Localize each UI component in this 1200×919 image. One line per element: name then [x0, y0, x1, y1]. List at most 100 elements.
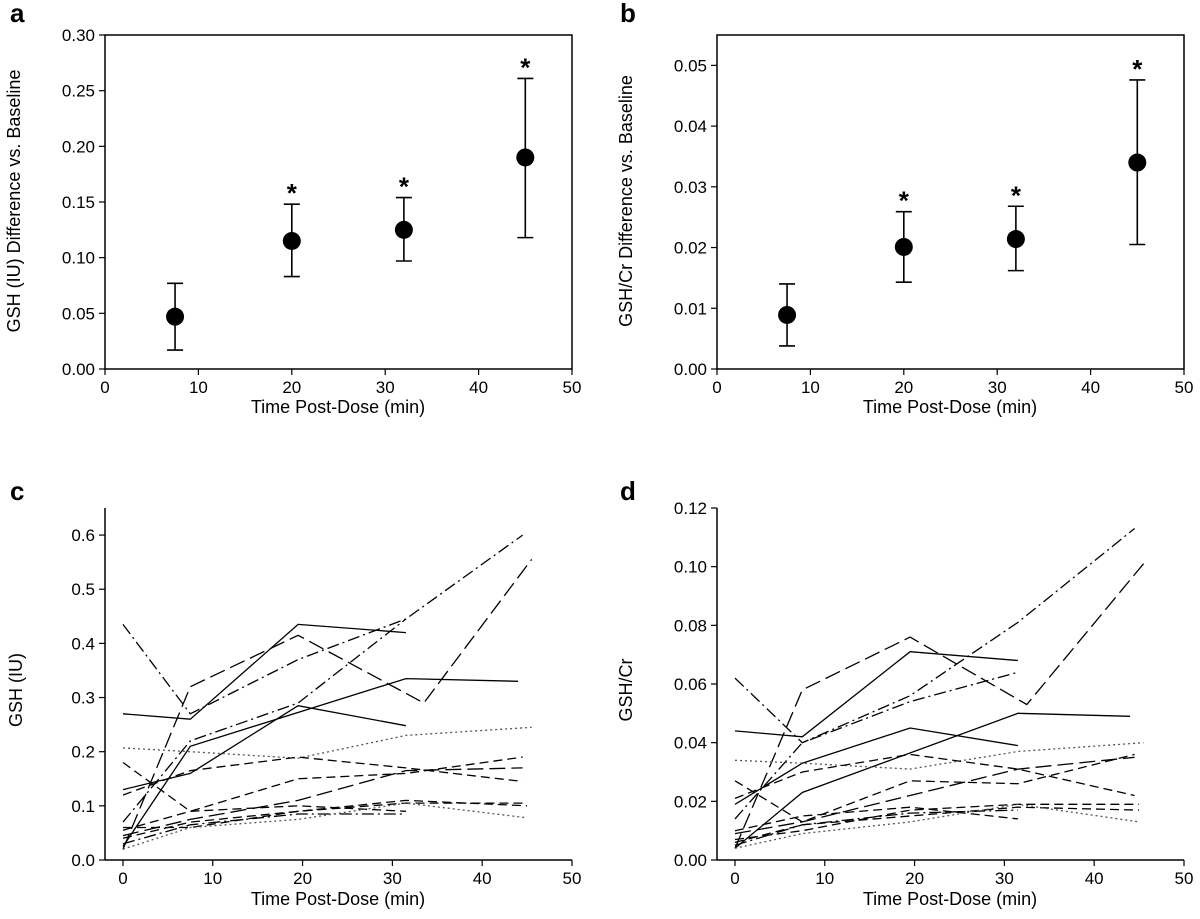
x-tick-label-d: 0	[730, 869, 739, 888]
x-tick-label-d: 30	[995, 869, 1014, 888]
subject-line-c-15	[122, 802, 528, 850]
x-axis-label-c: Time Post-Dose (min)	[251, 889, 425, 909]
y-tick-label-a: 0.15	[62, 193, 95, 212]
x-tick-label-b: 0	[712, 378, 721, 397]
significance-marker-b: *	[1011, 180, 1022, 210]
significance-marker-b: *	[1132, 54, 1143, 84]
panel-a: a 0 10 20 30 40 50 0.00 0.05 0.10 0.15 0.20 0.25 0.3…	[4, 0, 581, 417]
panel-b: b 0 10 20 30 40 50 0.00 0.01 0.02 0.03 0.04 0.05 * * *…	[616, 0, 1193, 417]
subject-line-d-3	[734, 712, 1131, 849]
x-tick-label-d: 20	[905, 869, 924, 888]
x-tick-label-b: 50	[1175, 378, 1194, 397]
y-tick-label-b: 0.02	[674, 239, 707, 258]
subject-line-d-7	[734, 742, 1144, 770]
x-tick-label-a: 30	[376, 378, 395, 397]
plot-frame-b	[716, 34, 1185, 370]
x-tick-label-c: 20	[293, 869, 312, 888]
x-tick-label-a: 40	[469, 378, 488, 397]
x-tick-label-b: 40	[1081, 378, 1100, 397]
data-point-b	[894, 237, 913, 256]
y-tick-label-d: 0.00	[674, 851, 707, 870]
data-point-a	[166, 307, 185, 326]
panel-label-a: a	[10, 0, 25, 28]
subject-line-c-9	[122, 756, 523, 813]
y-tick-label-a: 0.10	[62, 249, 95, 268]
subject-line-c-8	[122, 756, 523, 796]
subject-line-d-1	[734, 651, 1018, 738]
y-axis-label-b: GSH/Cr Difference vs. Baseline	[616, 75, 636, 327]
x-tick-label-b: 20	[894, 378, 913, 397]
subject-line-d-6	[734, 671, 1019, 820]
plot-area-d: 0 10 20 30 40 50 0.00 0.02 0.04 0.06 0.08 0.10 0.12	[674, 499, 1194, 888]
x-tick-label-b: 10	[801, 378, 820, 397]
significance-marker-b: *	[899, 186, 910, 216]
panel-label-c: c	[10, 476, 24, 506]
subject-line-c-6	[122, 618, 407, 823]
data-point-b	[1128, 153, 1147, 172]
y-tick-label-c: 0.2	[71, 743, 95, 762]
subject-line-c-10	[122, 767, 523, 837]
x-tick-label-a: 10	[189, 378, 208, 397]
y-tick-label-a: 0.20	[62, 137, 95, 156]
subject-line-c-4	[122, 559, 533, 850]
plot-area-c: 0 10 20 30 40 50 0.0 0.1 0.2 0.3 0.4 0.5 0.6	[71, 508, 581, 888]
y-tick-label-b: 0.05	[674, 56, 707, 75]
significance-marker-a: *	[520, 52, 531, 82]
y-tick-label-d: 0.12	[674, 499, 707, 518]
y-tick-label-b: 0.01	[674, 299, 707, 318]
subject-line-d-4	[734, 563, 1145, 849]
y-tick-label-a: 0.30	[62, 26, 95, 45]
y-tick-label-b: 0.03	[674, 178, 707, 197]
y-tick-label-d: 0.04	[674, 734, 707, 753]
subject-line-d-10	[734, 756, 1135, 835]
panel-c: c 0 10 20 30 40 50 0.0 0.1 0.2 0.3 0.4 0.5 0.6 Time …	[6, 476, 581, 909]
data-point-a	[282, 231, 301, 250]
y-tick-label-c: 0.3	[71, 689, 95, 708]
panel-label-d: d	[620, 476, 636, 506]
y-tick-label-c: 0.6	[71, 526, 95, 545]
subject-line-c-5	[122, 534, 523, 715]
y-axis-label-a: GSH (IU) Difference vs. Baseline	[4, 70, 24, 333]
x-axis-label-a: Time Post-Dose (min)	[251, 397, 425, 417]
y-tick-label-d: 0.06	[674, 675, 707, 694]
y-tick-label-a: 0.05	[62, 304, 95, 323]
significance-marker-a: *	[287, 178, 298, 208]
x-axis-label-b: Time Post-Dose (min)	[863, 397, 1037, 417]
subject-line-d-2	[734, 727, 1019, 805]
subject-line-d-8	[734, 753, 1135, 800]
y-axis-label-d: GSH/Cr	[616, 658, 636, 721]
y-tick-label-a: 0.00	[62, 360, 95, 379]
y-tick-label-d: 0.02	[674, 792, 707, 811]
y-tick-label-c: 0.4	[71, 634, 95, 653]
x-tick-label-c: 0	[118, 869, 127, 888]
data-point-a	[394, 220, 413, 239]
subject-line-d-13	[734, 809, 1018, 846]
x-tick-label-a: 50	[563, 378, 582, 397]
x-tick-label-b: 30	[988, 378, 1007, 397]
x-tick-label-c: 30	[383, 869, 402, 888]
panel-d: d 0 10 20 30 40 50 0.00 0.02 0.04 0.06 0.08 0.10 0.1…	[616, 476, 1193, 909]
y-tick-label-b: 0.04	[674, 117, 707, 136]
x-tick-label-a: 0	[100, 378, 109, 397]
subject-line-d-15	[734, 803, 1140, 849]
x-tick-label-d: 40	[1085, 869, 1104, 888]
y-tick-label-a: 0.25	[62, 82, 95, 101]
x-tick-label-a: 20	[282, 378, 301, 397]
y-tick-label-d: 0.08	[674, 616, 707, 635]
y-tick-label-c: 0.5	[71, 580, 95, 599]
x-axis-label-d: Time Post-Dose (min)	[863, 889, 1037, 909]
subject-line-d-14	[734, 806, 1140, 844]
y-tick-label-d: 0.10	[674, 558, 707, 577]
plot-area-a: 0 10 20 30 40 50 0.00 0.05 0.10 0.15 0.20 0.25 0.30 *…	[62, 26, 582, 397]
x-tick-label-d: 50	[1175, 869, 1194, 888]
subject-line-c-1	[122, 623, 406, 720]
x-tick-label-c: 10	[203, 869, 222, 888]
y-tick-label-b: 0.00	[674, 360, 707, 379]
significance-marker-a: *	[399, 172, 410, 202]
y-tick-label-c: 0.1	[71, 797, 95, 816]
x-tick-label-d: 10	[815, 869, 834, 888]
y-tick-label-c: 0.0	[71, 851, 95, 870]
x-tick-label-c: 50	[563, 869, 582, 888]
subject-line-c-3	[122, 677, 519, 847]
